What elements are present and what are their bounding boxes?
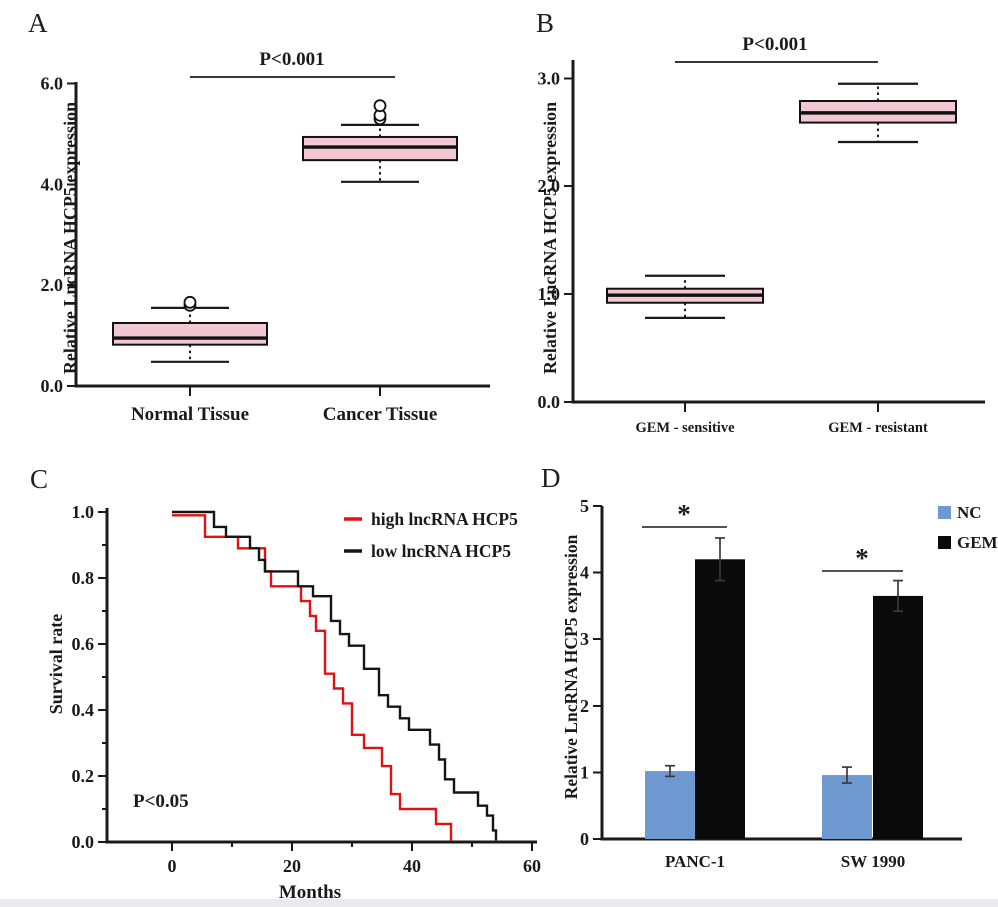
outlier-point bbox=[183, 295, 197, 309]
y-tick-label: 0.8 bbox=[72, 568, 95, 588]
category-label: SW 1990 bbox=[841, 852, 905, 871]
survival-curve-low bbox=[172, 510, 498, 841]
bar-gem-0 bbox=[695, 559, 745, 839]
box-group-1 bbox=[799, 82, 957, 144]
category-label: Cancer Tissue bbox=[323, 404, 438, 425]
p-value-annotation: P<0.05 bbox=[133, 791, 189, 812]
legend-label: NC bbox=[957, 503, 982, 522]
y-tick-label: 6.0 bbox=[41, 74, 64, 94]
significance-star: * bbox=[855, 543, 869, 573]
category-label: PANC-1 bbox=[665, 852, 725, 871]
y-tick-label: 2.0 bbox=[538, 176, 561, 196]
y-tick-label: 2.0 bbox=[41, 275, 64, 295]
y-tick-label: 2 bbox=[580, 696, 589, 716]
bottom-edge-strip bbox=[0, 899, 998, 907]
category-label: GEM - sensitive bbox=[635, 420, 735, 436]
legend-label: high lncRNA HCP5 bbox=[371, 509, 518, 529]
bar-nc-1 bbox=[822, 775, 872, 839]
boxplot-gem-sensitivity-expression: P<0.001 0.0 1.0 2.0 3.0 GEM - sensitive GEM - … bbox=[538, 34, 985, 436]
y-tick-label: 0.6 bbox=[72, 634, 95, 654]
y-tick-label: 3.0 bbox=[538, 68, 561, 88]
x-axis-title: Months bbox=[279, 882, 341, 903]
y-tick-label: 0.4 bbox=[72, 700, 95, 720]
y-tick-label: 0.0 bbox=[72, 832, 95, 852]
panel-label-d: D bbox=[541, 463, 561, 493]
y-tick-label: 1.0 bbox=[72, 502, 95, 522]
box-group-0 bbox=[112, 295, 268, 363]
iqr-box bbox=[112, 321, 268, 346]
category-label: GEM - resistant bbox=[828, 420, 928, 436]
y-tick-label: 4 bbox=[580, 563, 589, 583]
panel-label-c: C bbox=[30, 464, 49, 494]
y-tick-label: 1.0 bbox=[538, 284, 561, 304]
panel-label-a: A bbox=[28, 8, 48, 38]
y-axis-title: Relative LncRNA HCP5 expression bbox=[561, 534, 581, 799]
y-tick-label: 0.0 bbox=[538, 392, 561, 412]
x-tick-label: 0 bbox=[168, 856, 177, 876]
legend-swatch bbox=[938, 506, 951, 519]
y-tick-label: 0 bbox=[580, 829, 589, 849]
y-tick-label: 5 bbox=[580, 496, 589, 516]
bar-nc-0 bbox=[645, 771, 695, 839]
boxplot-tissue-expression: P<0.001 0.0 2.0 4.0 6.0 Normal Tissue Cancer T… bbox=[41, 49, 490, 425]
legend-label: low lncRNA HCP5 bbox=[371, 541, 511, 561]
kaplan-meier-survival-chart: 0.0 0.2 0.4 0.6 0.8 1.0 0 20 40 60 Months Survival … bbox=[46, 502, 541, 903]
significance-label: P<0.001 bbox=[259, 49, 324, 70]
y-tick-label: 3 bbox=[580, 629, 589, 649]
y-tick-label: 4.0 bbox=[41, 174, 64, 194]
y-axis-title: Survival rate bbox=[46, 614, 66, 715]
significance-label: P<0.001 bbox=[742, 34, 807, 55]
legend-label: GEM bbox=[957, 533, 998, 552]
x-tick-label: 60 bbox=[523, 856, 541, 876]
box-group-1 bbox=[302, 99, 458, 183]
y-axis-title: Relative LncRNA HCP5 expression bbox=[60, 102, 80, 374]
outlier-point bbox=[373, 99, 387, 113]
category-label: Normal Tissue bbox=[131, 404, 249, 425]
panel-label-b: B bbox=[536, 8, 555, 38]
y-tick-label: 0.0 bbox=[41, 376, 64, 396]
significance-star: * bbox=[677, 499, 691, 529]
x-tick-label: 20 bbox=[283, 856, 301, 876]
bar-chart-cell-line-expression: 0 1 2 3 4 5 PANC-1 SW 1990 Relative LncRNA HCP5 … bbox=[561, 496, 998, 871]
y-tick-label: 0.2 bbox=[72, 766, 95, 786]
y-axis-title: Relative LncRNA HCP5 expression bbox=[540, 102, 560, 374]
y-tick-label: 1 bbox=[580, 762, 589, 782]
box-group-0 bbox=[606, 274, 764, 319]
survival-curve-high bbox=[172, 514, 453, 841]
bar-gem-1 bbox=[873, 595, 923, 839]
x-tick-label: 40 bbox=[403, 856, 421, 876]
legend-swatch bbox=[938, 536, 951, 549]
